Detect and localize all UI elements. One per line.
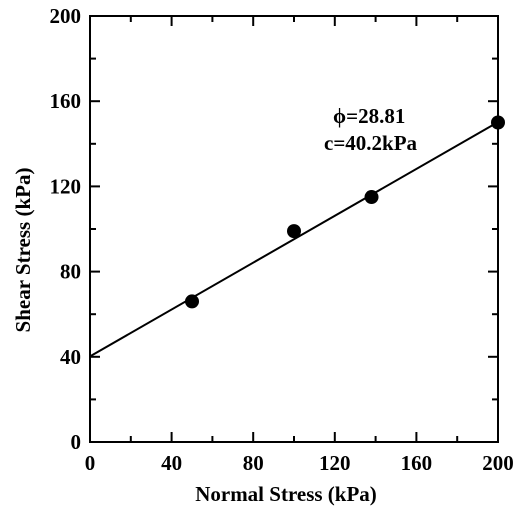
x-tick-label: 200 bbox=[482, 451, 514, 475]
tick-labels: 0 40 80 120 160 200 0 40 80 120 160 200 bbox=[50, 4, 514, 475]
x-axis-title: Normal Stress (kPa) bbox=[195, 482, 377, 506]
y-tick-label: 40 bbox=[60, 345, 81, 369]
axis-ticks bbox=[89, 15, 499, 443]
x-tick-label: 0 bbox=[85, 451, 96, 475]
y-tick-label: 200 bbox=[50, 4, 82, 28]
x-tick-label: 120 bbox=[319, 451, 351, 475]
data-points bbox=[185, 115, 505, 309]
data-point bbox=[364, 190, 379, 205]
x-tick-label: 80 bbox=[243, 451, 264, 475]
y-tick-label: 0 bbox=[71, 430, 82, 454]
x-tick-label: 160 bbox=[401, 451, 433, 475]
data-point bbox=[491, 115, 505, 130]
y-tick-label: 120 bbox=[50, 174, 82, 198]
fit-line bbox=[89, 121, 499, 358]
y-axis-title: Shear Stress (kPa) bbox=[11, 168, 35, 333]
annotation-cohesion: c=40.2kPa bbox=[324, 131, 418, 155]
y-tick-label: 80 bbox=[60, 260, 81, 284]
x-tick-label: 40 bbox=[161, 451, 182, 475]
data-point bbox=[287, 224, 301, 239]
data-point bbox=[185, 294, 199, 309]
y-tick-label: 160 bbox=[50, 89, 82, 113]
annotation-friction-angle: ϕ=28.81 bbox=[333, 104, 405, 128]
